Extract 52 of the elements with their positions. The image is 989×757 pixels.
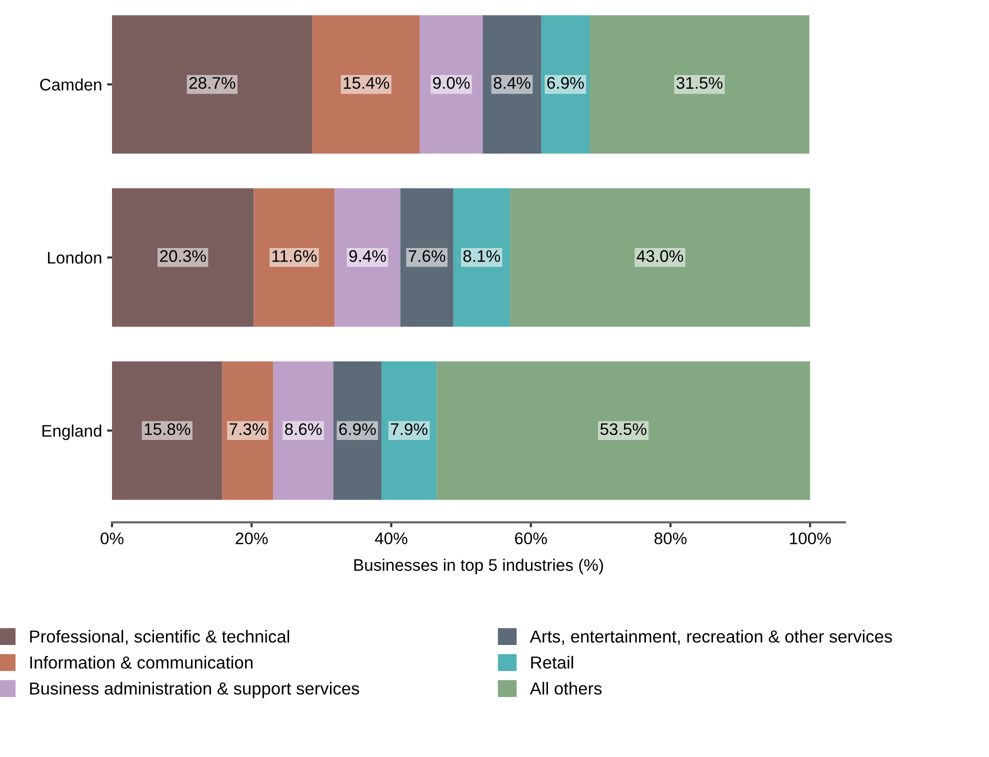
- bar: [254, 188, 335, 327]
- data-label: 15.4%: [344, 77, 390, 89]
- legend-label: Retail: [531, 656, 574, 669]
- bar: [112, 361, 222, 500]
- bar: [334, 188, 400, 327]
- data-label: 8.1%: [463, 250, 500, 262]
- data-label: 8.6%: [285, 423, 322, 436]
- data-label: 43.0%: [636, 250, 684, 262]
- bar: [589, 15, 810, 154]
- legend-label: Arts, entertainment, recreation & other services: [530, 630, 892, 645]
- bar: [510, 188, 810, 327]
- bar: [482, 15, 542, 154]
- data-label: 20.3%: [160, 250, 206, 262]
- y-tick-label: Camden: [40, 78, 102, 91]
- data-label: 7.3%: [230, 423, 266, 436]
- bar: [312, 15, 420, 154]
- data-label: 28.7%: [189, 77, 236, 89]
- bar: [112, 188, 254, 327]
- data-label: 9.4%: [349, 250, 386, 262]
- legend-label: All others: [530, 682, 602, 695]
- data-label: 7.9%: [390, 423, 428, 436]
- bar: [400, 188, 454, 327]
- x-tick-label: 20%: [236, 532, 268, 544]
- y-tick-label: England: [42, 424, 102, 440]
- data-label: 15.8%: [144, 423, 190, 436]
- bar: [222, 361, 274, 500]
- bar: [453, 188, 510, 327]
- legend-label: Professional, scientific & technical: [30, 630, 290, 645]
- data-label: 53.5%: [600, 423, 646, 436]
- bar: [112, 15, 312, 154]
- x-tick-label: 60%: [515, 532, 547, 544]
- bar: [333, 361, 382, 500]
- bar: [541, 15, 590, 154]
- y-tick-label: London: [48, 251, 102, 264]
- data-label: 8.4%: [494, 77, 530, 89]
- legend-label: Business administration & support services: [30, 682, 360, 698]
- data-label: 9.0%: [433, 77, 470, 89]
- bar: [273, 361, 334, 500]
- x-tick-label: 100%: [790, 532, 831, 544]
- data-label: 11.6%: [272, 250, 317, 262]
- x-tick-label: 80%: [654, 532, 687, 544]
- bar: [381, 361, 437, 500]
- x-tick-label: 40%: [374, 532, 408, 544]
- data-label: 6.9%: [547, 77, 584, 89]
- data-label: 7.6%: [408, 250, 446, 262]
- x-tick-label: 0%: [100, 532, 124, 544]
- data-label: 31.5%: [676, 77, 722, 89]
- bar: [420, 15, 483, 154]
- bar: [436, 361, 810, 500]
- x-axis-title: Businesses in top 5 industries (%): [354, 558, 603, 574]
- legend-label: Information & communication: [30, 656, 252, 669]
- data-label: 6.9%: [339, 423, 376, 436]
